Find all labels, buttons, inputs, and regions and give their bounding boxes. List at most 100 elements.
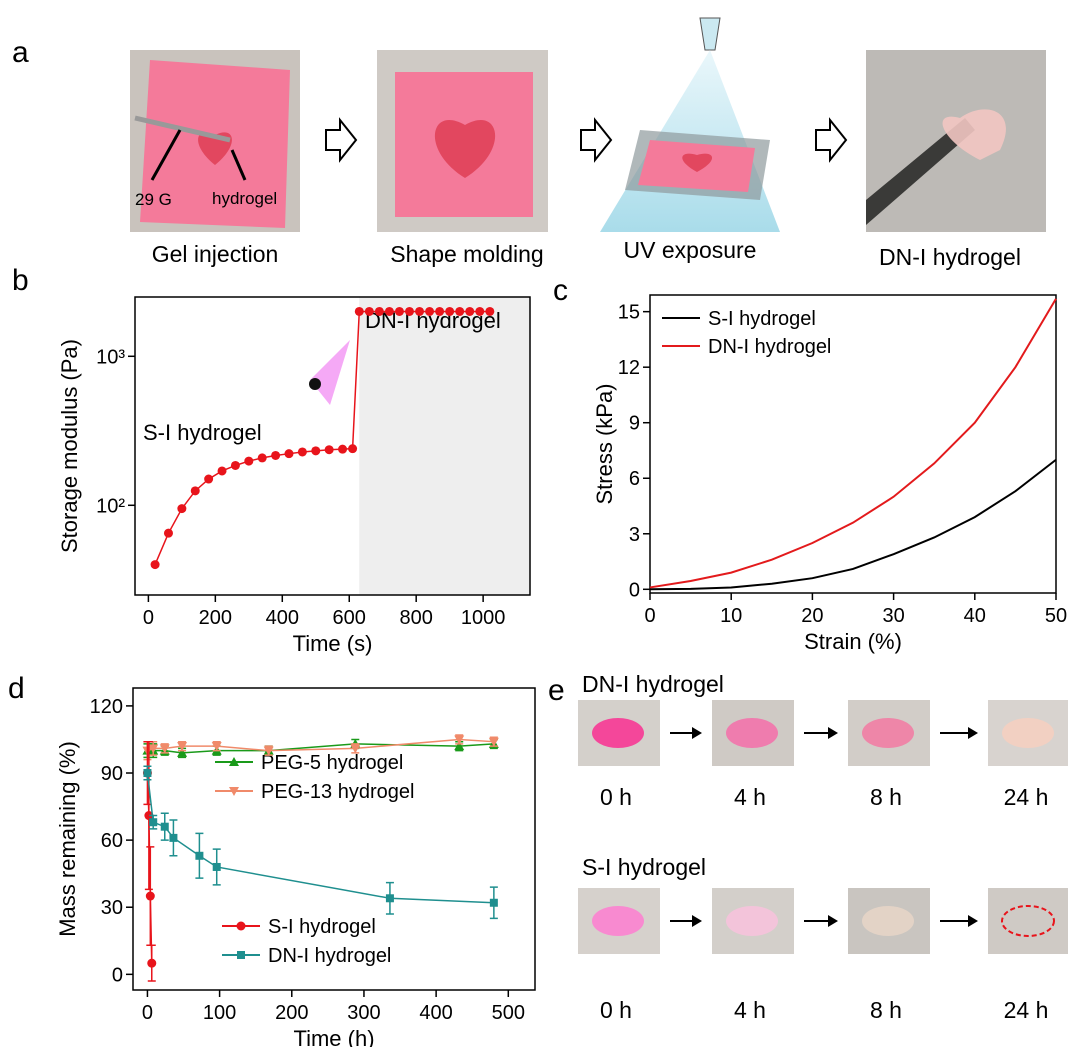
marker: [385, 307, 394, 316]
marker: [258, 453, 267, 462]
y-tick-label: 3: [629, 524, 640, 546]
marker: [445, 307, 454, 316]
marker: [386, 894, 394, 902]
panel-letter: a: [12, 36, 29, 69]
marker: [311, 446, 320, 455]
x-tick-label: 200: [199, 607, 232, 629]
marker: [195, 852, 203, 860]
time-label: 0 h: [600, 784, 632, 810]
marker: [191, 486, 200, 495]
marker: [204, 475, 213, 484]
figure: a 29 G hydrogel Gel injection Shape mold…: [0, 0, 1069, 1047]
x-axis-label: Time (h): [293, 1026, 374, 1047]
hydrogel-disk: [592, 718, 644, 748]
marker: [455, 307, 464, 316]
time-label: 8 h: [870, 997, 902, 1023]
marker: [435, 307, 444, 316]
x-tick-label: 40: [964, 605, 986, 627]
legend-label: S-I hydrogel: [708, 308, 816, 330]
marker: [325, 445, 334, 454]
marker: [143, 769, 151, 777]
arrow-head: [692, 915, 702, 927]
step-caption: DN-I hydrogel: [879, 244, 1021, 270]
time-label: 24 h: [1004, 997, 1049, 1023]
y-axis-label: Storage modulus (Pa): [57, 339, 82, 553]
time-label: 8 h: [870, 784, 902, 810]
marker: [338, 445, 347, 454]
hydrogel-disk: [862, 906, 914, 936]
marker: [284, 449, 293, 458]
y-tick-label: 90: [101, 763, 123, 785]
marker: [465, 307, 474, 316]
x-tick-label: 400: [419, 1002, 452, 1024]
y-tick-label: 10²: [96, 495, 125, 517]
hydrogel-disk: [1002, 718, 1054, 748]
hydrogel-disk: [592, 906, 644, 936]
photo-dn-i-hydrogel: [866, 50, 1046, 232]
annotation: hydrogel: [212, 189, 277, 208]
marker: [355, 307, 364, 316]
legend-label: S-I hydrogel: [268, 916, 376, 938]
x-tick-label: 400: [266, 607, 299, 629]
y-tick-label: 60: [101, 830, 123, 852]
panel-letter: c: [553, 274, 568, 307]
x-tick-label: 1000: [461, 607, 506, 629]
x-tick-label: 0: [644, 605, 655, 627]
y-tick-label: 120: [90, 696, 123, 718]
marker: [177, 504, 186, 513]
photo: [988, 888, 1068, 954]
marker: [405, 307, 414, 316]
y-tick-label: 10³: [96, 346, 125, 368]
y-tick-label: 0: [629, 579, 640, 601]
series-line: [650, 460, 1056, 590]
marker: [213, 863, 221, 871]
time-label: 0 h: [600, 997, 632, 1023]
legend-label: DN-I hydrogel: [268, 945, 391, 967]
x-tick-label: 500: [492, 1002, 525, 1024]
marker: [485, 307, 494, 316]
marker: [415, 307, 424, 316]
time-label: 24 h: [1004, 784, 1049, 810]
arrow-head: [828, 727, 838, 739]
legend-label: PEG-13 hydrogel: [261, 781, 414, 803]
legend-marker: [237, 922, 246, 931]
panel-letter: e: [548, 674, 565, 707]
marker: [365, 307, 374, 316]
photo-uv-exposure: [600, 18, 780, 232]
annotation: S-I hydrogel: [143, 420, 262, 445]
x-tick-label: 20: [801, 605, 823, 627]
y-tick-label: 0: [112, 964, 123, 986]
marker: [161, 823, 169, 831]
x-tick-label: 50: [1045, 605, 1067, 627]
shaded-region: [359, 297, 530, 595]
marker: [348, 444, 357, 453]
y-tick-label: 30: [101, 897, 123, 919]
x-tick-label: 200: [275, 1002, 308, 1024]
arrow-head: [968, 915, 978, 927]
y-axis-label: Mass remaining (%): [55, 741, 80, 937]
step-caption: UV exposure: [624, 237, 757, 263]
marker: [395, 307, 404, 316]
marker: [218, 466, 227, 475]
time-label: 4 h: [734, 997, 766, 1023]
x-axis-label: Time (s): [293, 631, 373, 656]
y-tick-label: 6: [629, 468, 640, 490]
x-tick-label: 0: [143, 607, 154, 629]
legend-label: DN-I hydrogel: [708, 336, 831, 358]
panel-letter: b: [12, 264, 29, 297]
photo-shape-molding: [377, 50, 548, 232]
panel-letter: d: [8, 672, 25, 705]
x-tick-label: 300: [347, 1002, 380, 1024]
uv-icon: [309, 340, 350, 405]
arrow-head: [968, 727, 978, 739]
hydrogel-disk: [726, 718, 778, 748]
marker: [425, 307, 434, 316]
step-caption: Gel injection: [152, 241, 279, 267]
marker: [375, 307, 384, 316]
arrow-head: [692, 727, 702, 739]
x-tick-label: 30: [882, 605, 904, 627]
marker: [231, 461, 240, 470]
hydrogel-disk: [726, 906, 778, 936]
marker: [146, 892, 155, 901]
x-tick-label: 600: [333, 607, 366, 629]
